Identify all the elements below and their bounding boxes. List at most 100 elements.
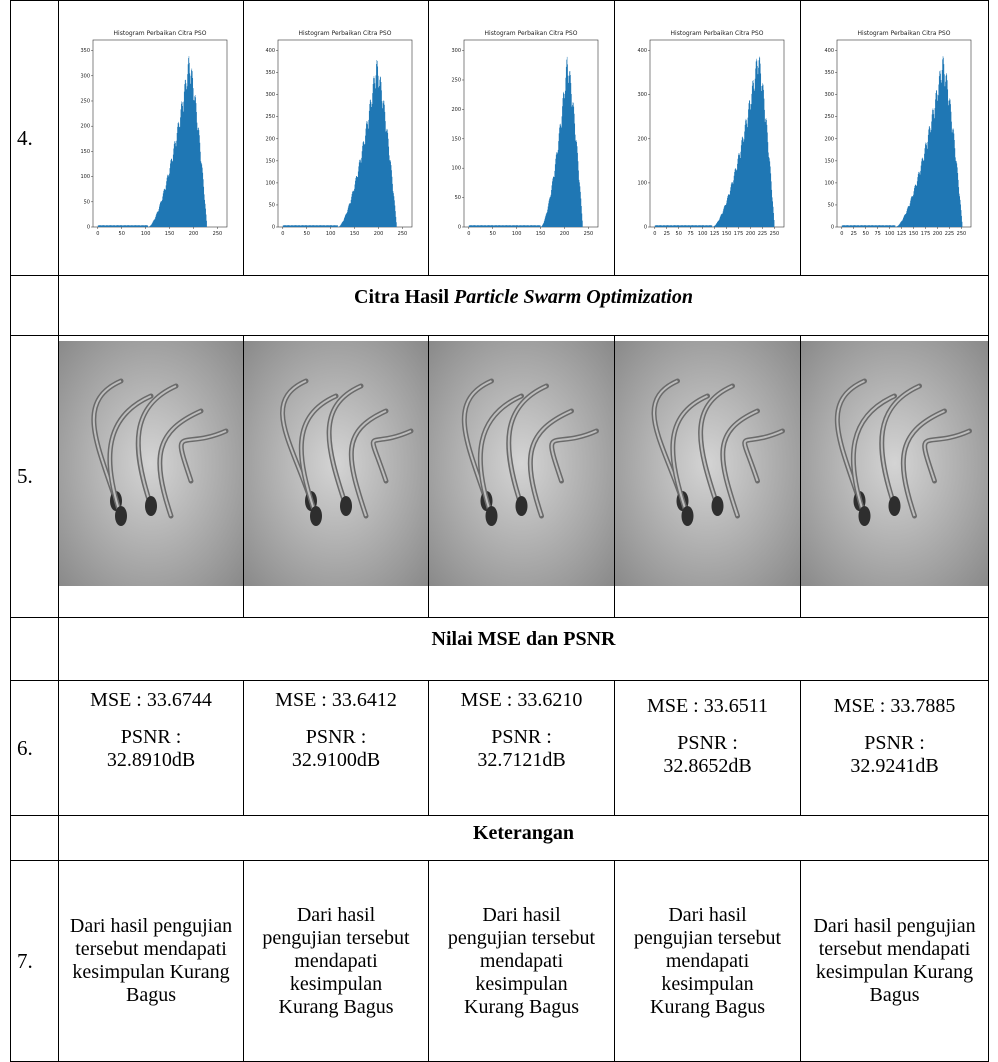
plant-highlight xyxy=(463,380,492,502)
photo xyxy=(615,341,800,586)
plant-bulb xyxy=(515,496,528,516)
x-tick-label: 250 xyxy=(213,231,223,237)
psnr-label: PSNR : xyxy=(864,732,925,754)
y-tick-label: 0 xyxy=(643,225,646,231)
x-tick-label: 250 xyxy=(769,231,779,237)
histogram-row: 4. Histogram Perbaikan Citra PSO 0 50 100 15… xyxy=(10,0,989,276)
plant-highlight xyxy=(507,385,547,507)
x-tick-label: 225 xyxy=(944,231,954,237)
y-tick-label: 100 xyxy=(80,174,90,180)
conclusion-cell: Dari hasil pengujian tersebut mendapati … xyxy=(428,860,615,1062)
mse-value: MSE : 33.6744 xyxy=(90,689,212,711)
y-tick-label: 0 xyxy=(457,225,460,231)
x-tick-label: 50 xyxy=(489,231,495,237)
y-tick-label: 150 xyxy=(824,158,834,164)
y-tick-label: 250 xyxy=(451,77,461,83)
photo-background xyxy=(244,341,428,586)
histogram-title: Histogram Perbaikan Citra PSO xyxy=(670,30,763,37)
histogram-shape xyxy=(468,56,583,228)
mse-cell: MSE : 33.7885 PSNR :32.9241dB xyxy=(800,680,989,816)
x-tick-label: 125 xyxy=(896,231,906,237)
y-tick-label: 300 xyxy=(451,48,461,54)
x-tick-label: 50 xyxy=(304,231,310,237)
plant-highlight xyxy=(328,385,362,507)
mse-cell: MSE : 33.6511 PSNR :32.8652dB xyxy=(614,680,801,816)
photo-cell xyxy=(800,335,989,618)
photo-cell xyxy=(428,335,615,618)
photo-cell xyxy=(58,335,244,618)
psnr-value: 32.8910dB xyxy=(106,749,196,771)
plant-highlight xyxy=(92,380,122,502)
plant-highlight xyxy=(180,430,227,482)
x-tick-label: 100 xyxy=(141,231,151,237)
plant-bulb xyxy=(310,506,322,526)
plant-highlight xyxy=(671,395,708,517)
section-header: Keterangan xyxy=(58,815,989,861)
section-text: Citra Hasil xyxy=(354,286,450,308)
y-tick-label: 250 xyxy=(265,114,275,120)
histogram-cell: Histogram Perbaikan Citra PSO 0 50 100 150 20… xyxy=(243,0,429,276)
plant-highlight xyxy=(372,430,412,482)
x-tick-label: 200 xyxy=(745,231,755,237)
y-tick-label: 300 xyxy=(80,73,90,79)
y-tick-label: 0 xyxy=(87,225,90,231)
x-tick-label: 50 xyxy=(675,231,681,237)
photo-cell xyxy=(243,335,429,618)
empty-cell xyxy=(10,815,59,861)
plant-highlight xyxy=(300,395,337,517)
mse-value: MSE : 33.6511 xyxy=(647,695,768,717)
x-tick-label: 250 xyxy=(956,231,966,237)
result-table: 4. Histogram Perbaikan Citra PSO 0 50 100 15… xyxy=(10,0,989,1062)
plant-highlight xyxy=(923,430,970,482)
plant-bulb xyxy=(340,496,352,516)
y-tick-label: 0 xyxy=(272,225,275,231)
y-tick-label: 250 xyxy=(80,98,90,104)
plant-highlight xyxy=(137,385,177,507)
mse-value: MSE : 33.7885 xyxy=(833,695,956,717)
photo xyxy=(59,341,243,586)
x-tick-label: 200 xyxy=(189,231,199,237)
y-tick-label: 400 xyxy=(824,48,834,54)
photo-cell xyxy=(614,335,801,618)
row-number: 6. xyxy=(10,680,59,816)
photo xyxy=(429,341,614,586)
psnr-value: 32.9100dB xyxy=(291,749,381,771)
psnr-label: PSNR : xyxy=(677,732,738,754)
histogram: Histogram Perbaikan Citra PSO 0 50 100 150 20… xyxy=(265,30,413,237)
y-tick-label: 350 xyxy=(824,70,834,76)
psnr-label: PSNR : xyxy=(120,726,182,748)
y-tick-label: 100 xyxy=(824,180,834,186)
y-tick-label: 150 xyxy=(80,149,90,155)
x-tick-label: 125 xyxy=(709,231,719,237)
y-tick-label: 200 xyxy=(451,107,461,113)
plant-bulb xyxy=(888,496,901,516)
x-tick-label: 25 xyxy=(663,231,669,237)
section-row: Citra Hasil Particle Swarm Optimization xyxy=(10,275,989,336)
mse-cell: MSE : 33.6412 PSNR :32.9100dB xyxy=(243,680,429,816)
x-tick-label: 0 xyxy=(653,231,656,237)
psnr-value: 32.7121dB xyxy=(477,749,566,771)
y-tick-label: 50 xyxy=(827,202,833,208)
x-tick-label: 250 xyxy=(398,231,408,237)
histogram-title: Histogram Perbaikan Citra PSO xyxy=(299,30,392,37)
histogram-shape xyxy=(97,56,208,228)
plant-highlight xyxy=(529,410,572,517)
y-tick-label: 50 xyxy=(454,195,460,201)
plant-highlight xyxy=(836,380,865,502)
x-tick-label: 150 xyxy=(535,231,545,237)
x-tick-label: 150 xyxy=(350,231,360,237)
y-tick-label: 300 xyxy=(637,92,647,98)
y-tick-label: 150 xyxy=(451,136,461,142)
plant-highlight xyxy=(852,395,895,517)
histogram-title: Histogram Perbaikan Citra PSO xyxy=(857,30,950,37)
section-row: Keterangan xyxy=(10,815,989,861)
x-tick-label: 150 xyxy=(908,231,918,237)
histogram-shape xyxy=(841,56,963,227)
empty-cell xyxy=(10,617,59,681)
y-tick-label: 200 xyxy=(637,136,647,142)
y-tick-label: 300 xyxy=(824,92,834,98)
plant-highlight xyxy=(158,410,202,517)
section-italic: Particle Swarm Optimization xyxy=(454,286,693,308)
